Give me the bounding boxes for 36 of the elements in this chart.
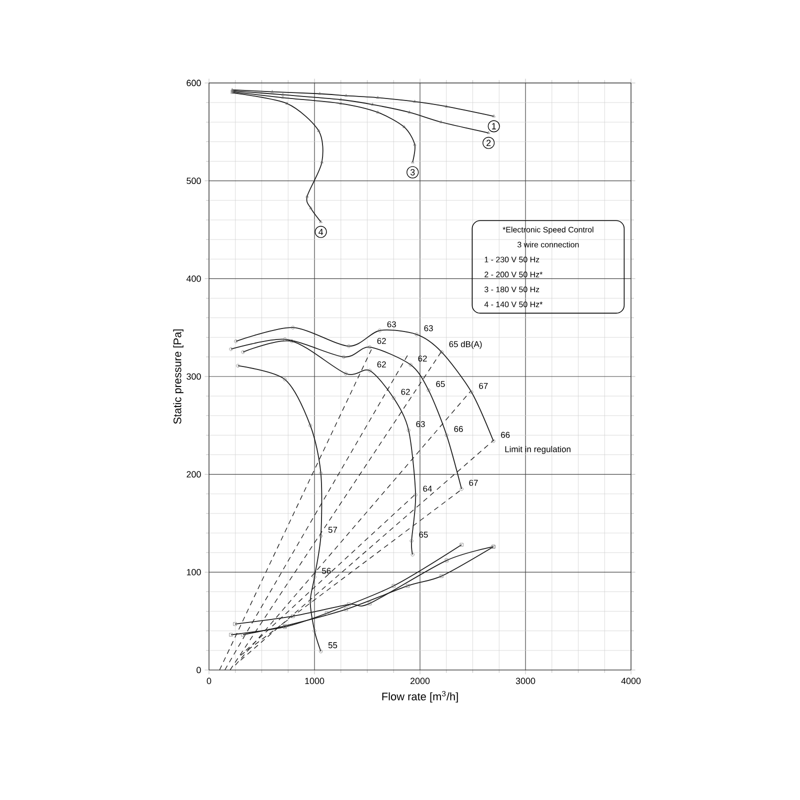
annotation: 62 [401,388,410,395]
annotation: 62 [418,356,427,362]
annotation: 63 [387,321,396,328]
annotation: 62 [377,361,386,368]
annotation: 63 [424,325,433,332]
x-tick-label: 1000 [305,678,324,684]
y-tick-label: 600 [186,80,201,86]
y-tick-label: 400 [186,275,201,282]
y-axis-title: Static pressure [Pa] [173,329,184,424]
x-tick-label: 0 [206,678,212,684]
annotation: 62 [377,338,386,344]
annotation: 65 dB(A) [449,340,482,349]
y-tick-label: 300 [186,373,201,380]
y-tick-label: 100 [186,568,201,576]
y-tick-label: 0 [196,666,201,674]
series-label: 4 [318,228,324,235]
x-tick-label: 4000 [621,678,641,684]
series-label: 2 [486,140,491,146]
annotation: 64 [423,486,432,492]
annotation: 65 [436,381,445,387]
annotation: 65 [419,532,428,538]
annotation: 66 [454,426,463,432]
x-axis-title: Flow rate [m$^{3}$/h] [382,690,458,703]
annotation: 67 [479,382,488,389]
annotation: Limit in regulation [505,446,570,454]
annotation: 67 [469,480,478,486]
annotation: 66 [501,432,510,438]
series-label: 1 [492,123,496,130]
y-tick-label: 500 [186,178,201,184]
annotation: 57 [328,526,338,533]
series-label: 3 [410,169,415,176]
annotation: 63 [416,421,425,428]
x-tick-label: 3000 [516,678,536,684]
y-tick-label: 200 [186,471,201,478]
x-tick-label: 2000 [410,678,430,684]
annotation: 55 [328,642,338,648]
